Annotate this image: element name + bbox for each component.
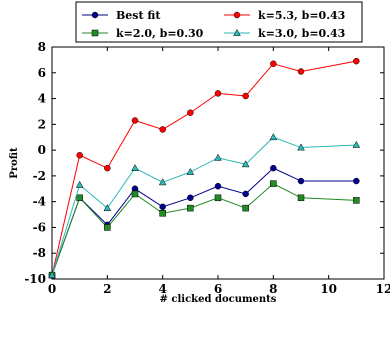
- series-line: [51, 136, 357, 276]
- data-point: [214, 90, 222, 97]
- y-tick-label: -8: [33, 246, 46, 260]
- legend-label: k=5.3, b=0.43: [258, 9, 345, 22]
- series-line: [51, 167, 357, 276]
- data-point: [158, 178, 167, 186]
- data-point: [103, 203, 112, 211]
- data-point: [242, 190, 249, 198]
- data-point: [297, 194, 305, 202]
- series-line: [51, 183, 357, 276]
- data-point: [297, 143, 305, 151]
- data-point: [269, 133, 278, 141]
- data-point: [75, 180, 84, 188]
- series-4: [48, 133, 361, 278]
- legend-entry: k=3.0, b=0.43: [224, 27, 345, 40]
- legend-entry: k=2.0, b=0.30: [82, 27, 204, 40]
- y-tick-label: 8: [38, 40, 46, 54]
- data-point: [104, 164, 111, 172]
- data-point: [186, 167, 195, 175]
- legend-entry: Best fit: [82, 9, 161, 22]
- data-point: [353, 177, 360, 185]
- x-tick-label: 0: [48, 282, 56, 296]
- data-point: [131, 190, 139, 198]
- data-point: [297, 177, 305, 185]
- data-point: [297, 68, 305, 75]
- legend-label: k=2.0, b=0.30: [116, 27, 204, 40]
- legend: Best fit k=5.3, b=0.43 k=2.0, b=0.30 k=3.0,…: [75, 1, 363, 43]
- legend-entry: k=5.3, b=0.43: [224, 9, 345, 22]
- data-point: [76, 152, 83, 159]
- data-point: [270, 180, 277, 187]
- data-point: [131, 164, 139, 172]
- legend-marker: [233, 11, 241, 19]
- y-tick-label: -4: [33, 195, 46, 209]
- data-point: [352, 140, 361, 148]
- x-tick-label: 10: [320, 282, 337, 296]
- data-point: [131, 117, 139, 124]
- x-tick-label: 8: [269, 282, 277, 296]
- y-axis-label: Profit: [9, 147, 20, 179]
- data-point: [104, 224, 111, 231]
- data-point: [214, 153, 222, 161]
- legend-label: k=3.0, b=0.43: [258, 27, 345, 40]
- data-point: [242, 92, 249, 100]
- x-tick-label: 2: [103, 282, 111, 296]
- series-1: [48, 164, 360, 279]
- data-point: [159, 210, 166, 217]
- plot-area: [48, 57, 361, 279]
- data-point: [187, 194, 194, 202]
- y-tick-label: 0: [38, 143, 46, 157]
- y-tick-label: 2: [38, 117, 46, 131]
- data-point: [353, 197, 360, 204]
- legend-marker: [233, 28, 241, 36]
- legend-box: [75, 1, 363, 43]
- legend-label: Best fit: [116, 9, 161, 22]
- data-point: [159, 126, 166, 133]
- y-tick-label: 4: [38, 92, 46, 106]
- data-point: [270, 60, 277, 68]
- legend-marker: [91, 11, 99, 19]
- x-axis-label: # clicked documents: [160, 294, 277, 305]
- y-tick-label: 6: [38, 66, 46, 80]
- plot-frame: [51, 46, 385, 280]
- axes: 0 2 4 6 8 10 12 -10 -8 -6 -4 -2 0 2 4 6 8: [24, 40, 390, 296]
- data-point: [76, 194, 83, 202]
- y-tick-label: -10: [24, 272, 46, 286]
- x-tick-label: 6: [214, 282, 222, 296]
- series-line: [51, 60, 357, 276]
- data-point: [242, 204, 249, 212]
- legend-marker: [91, 29, 99, 37]
- data-point: [214, 182, 222, 190]
- y-tick-label: -2: [33, 169, 46, 183]
- y-tick-label: -6: [33, 220, 46, 234]
- x-tick-label: 4: [158, 282, 166, 296]
- x-tick-label: 12: [376, 282, 390, 296]
- series-2: [48, 57, 360, 279]
- data-point: [241, 160, 250, 168]
- data-point: [270, 164, 277, 172]
- data-point: [159, 203, 166, 211]
- data-point: [353, 57, 360, 65]
- series-3: [48, 180, 360, 279]
- data-point: [187, 204, 194, 212]
- data-point: [48, 271, 56, 278]
- data-point: [214, 194, 222, 202]
- data-point: [187, 109, 194, 116]
